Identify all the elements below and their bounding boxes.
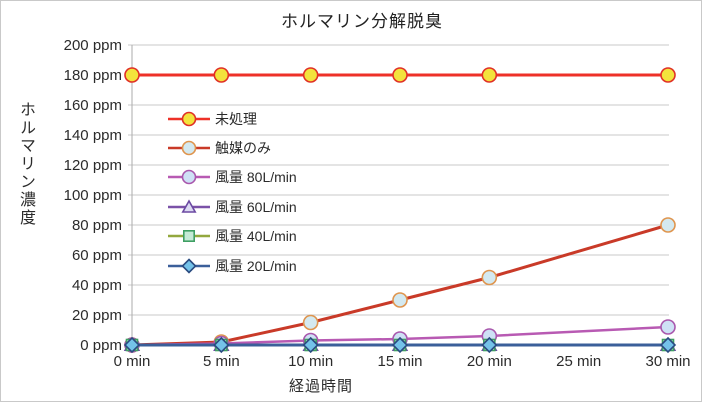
legend: 未処理触媒のみ風量 80L/min 風量 60L/min 風量 40L/min 風量 … — [166, 104, 297, 280]
legend-label: 触媒のみ — [215, 140, 271, 157]
legend-marker-shape — [181, 111, 197, 126]
x-axis-title: 経過時間 — [288, 378, 353, 395]
legend-label: 風量 80L/min — [215, 169, 297, 186]
marker-untreated — [660, 67, 676, 83]
marker-catalyst-only — [392, 292, 408, 308]
legend-item-catalyst-only: 触媒のみ — [166, 133, 297, 162]
marker-untreated — [392, 67, 408, 83]
y-tick-label: 20 ppm — [72, 307, 122, 324]
marker-airflow-20 — [213, 336, 230, 354]
y-tick-label: 60 ppm — [72, 247, 122, 264]
marker-catalyst-only — [302, 314, 319, 331]
legend-item-airflow-80: 風量 80L/min — [166, 163, 297, 192]
legend-label: 風量 20L/min — [215, 257, 297, 274]
y-tick-label: 0 ppm — [80, 337, 122, 354]
x-tick-label: 10 min — [288, 353, 333, 370]
y-tick-label: 40 ppm — [72, 277, 122, 294]
marker-airflow-20 — [391, 336, 409, 354]
y-tick-label: 180 ppm — [64, 67, 122, 84]
legend-marker-diamond-icon — [168, 258, 210, 274]
legend-label: 未処理 — [215, 110, 257, 127]
legend-item-airflow-20: 風量 20L/min — [166, 251, 297, 280]
y-axis-title: ホルマリン濃度 — [17, 101, 34, 227]
legend-item-airflow-40: 風量 40L/min — [166, 222, 297, 251]
y-tick-label: 120 ppm — [64, 157, 122, 174]
x-tick-label: 30 min — [645, 353, 690, 370]
x-tick-label: 15 min — [377, 353, 422, 370]
legend-marker-shape — [181, 140, 197, 156]
x-tick-label: 0 min — [114, 353, 151, 370]
marker-untreated — [481, 67, 498, 83]
legend-marker-shape — [181, 199, 197, 213]
marker-airflow-20 — [481, 336, 498, 354]
marker-catalyst-only — [660, 217, 676, 233]
legend-item-untreated: 未処理 — [166, 104, 297, 133]
legend-marker-circle-icon — [168, 111, 210, 126]
chart-title: ホルマリン分解脱臭 — [281, 12, 443, 31]
legend-item-airflow-60: 風量 60L/min — [166, 192, 297, 221]
x-tick-label: 20 min — [467, 353, 512, 370]
legend-marker-shape — [181, 170, 197, 185]
y-tick-label: 200 ppm — [64, 37, 122, 54]
marker-untreated — [213, 67, 230, 83]
legend-marker-circle-icon — [168, 140, 210, 156]
y-tick-label: 140 ppm — [64, 127, 122, 144]
legend-marker-triangle-icon — [168, 199, 210, 213]
legend-marker-shape — [181, 258, 197, 274]
legend-label: 風量 40L/min — [215, 228, 297, 245]
legend-marker-square-icon — [168, 230, 210, 243]
y-tick-label: 160 ppm — [64, 97, 122, 114]
x-tick-label: 5 min — [203, 353, 240, 370]
marker-airflow-20 — [302, 336, 319, 354]
x-tick-label: 25 min — [556, 353, 601, 370]
marker-airflow-80 — [660, 319, 676, 335]
marker-untreated — [302, 67, 319, 83]
marker-airflow-20 — [123, 336, 141, 354]
legend-marker-shape — [182, 230, 195, 243]
marker-untreated — [124, 67, 140, 83]
marker-airflow-20 — [659, 336, 677, 354]
y-tick-label: 100 ppm — [64, 187, 122, 204]
legend-marker-circle-icon — [168, 170, 210, 185]
y-tick-label: 80 ppm — [72, 217, 122, 234]
legend-label: 風量 60L/min — [215, 198, 297, 215]
marker-catalyst-only — [481, 269, 498, 286]
